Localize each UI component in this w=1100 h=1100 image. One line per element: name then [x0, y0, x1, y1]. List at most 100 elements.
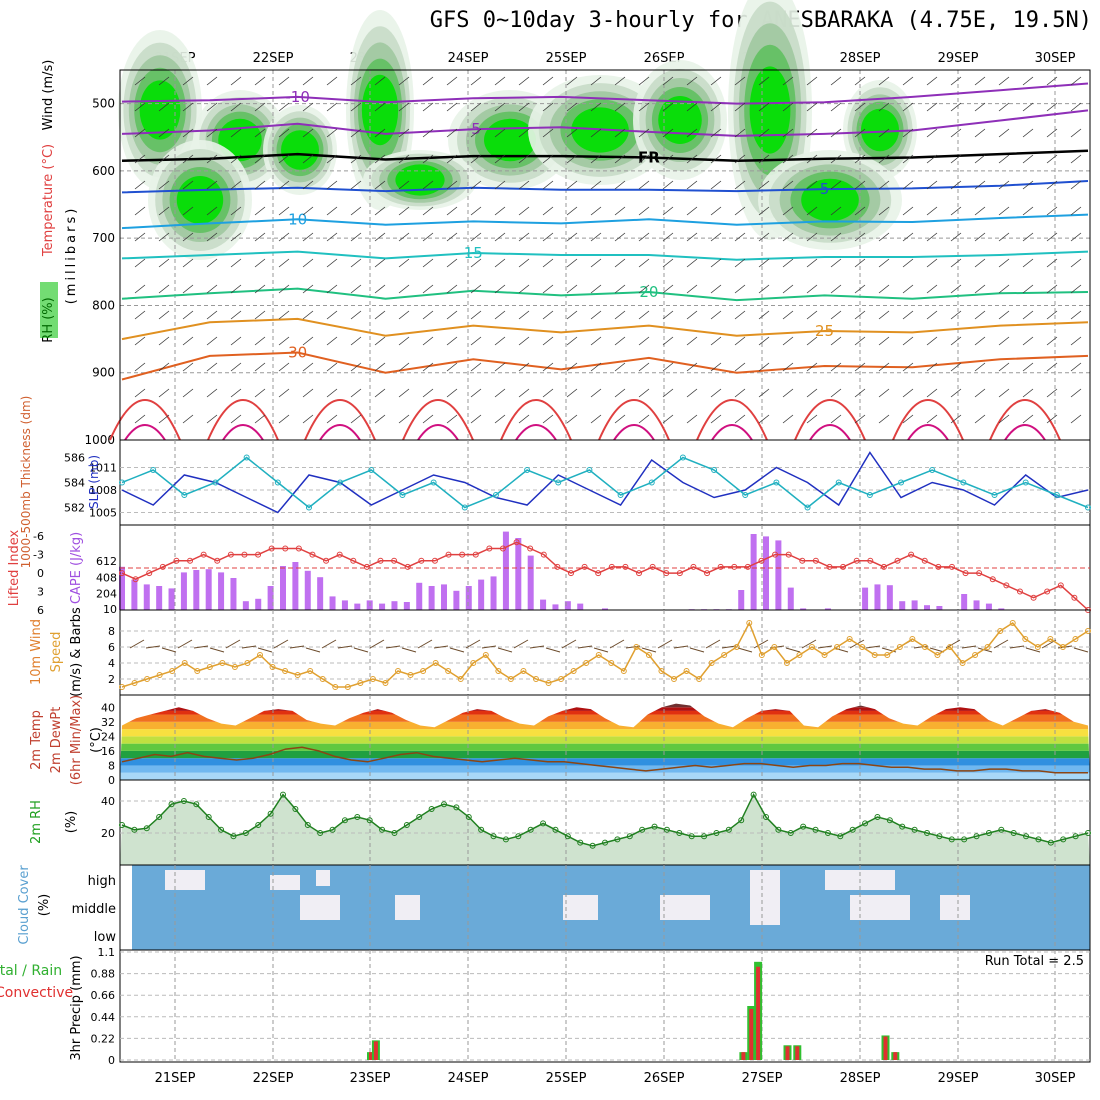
wind-barb: [734, 180, 746, 190]
wind-barb: [614, 388, 626, 398]
wind-barb: [782, 76, 794, 86]
wind-barb: [686, 76, 698, 86]
cape-bar: [255, 598, 262, 610]
wind-barb: [134, 180, 146, 190]
wind-barb: [662, 102, 674, 112]
wind-barb: [590, 206, 602, 216]
wind-barb: [278, 414, 290, 424]
wind-barb: [542, 180, 554, 190]
wind-barb: [662, 128, 674, 138]
rh-line-point: [911, 826, 918, 833]
wind-barb: [542, 362, 554, 372]
wind-barb: [494, 388, 506, 398]
wind-barb: [710, 284, 722, 294]
lifted-index-line-point: [731, 563, 738, 570]
axis-label-wind-2: Speed: [49, 632, 64, 673]
wind-speed-line-point: [683, 668, 690, 674]
wind-barb: [350, 128, 362, 138]
wind-barb: [254, 102, 266, 112]
rh-line-point: [787, 830, 794, 836]
wind-speed-line-point: [771, 644, 778, 650]
wind-barb: [326, 362, 338, 372]
wind-barb: [1022, 310, 1034, 320]
wind-barb: [638, 206, 650, 216]
y-tick-label: 8: [108, 625, 115, 638]
wind-barb: [710, 232, 722, 242]
wind-barb: [518, 310, 530, 320]
cloud-block: [395, 895, 420, 920]
wind-barb: [422, 388, 434, 398]
rh-line-point: [626, 833, 633, 840]
wind-speed-line-point: [119, 684, 125, 690]
wind-barb: [974, 284, 986, 294]
cape-bar: [416, 582, 423, 610]
wind-barb: [686, 388, 698, 398]
wind-barb: [926, 232, 938, 242]
wind-speed-line-point: [369, 676, 376, 682]
wind-speed-line-point: [595, 652, 602, 658]
wind-barb: [998, 128, 1010, 138]
wind-barb: [854, 102, 866, 112]
cape-bar: [156, 586, 163, 610]
wind-barb: [1022, 154, 1034, 164]
wind-barb: [182, 102, 194, 112]
y-tick-label: 1008: [89, 484, 117, 497]
diurnal-isotherm: [696, 399, 768, 441]
wind-barb: [206, 102, 218, 112]
wind-barb: [278, 232, 290, 242]
y-tick-label: 900: [92, 366, 115, 380]
rh-area: [120, 794, 1090, 865]
wind-barb: [350, 180, 362, 190]
thickness-line-point: [555, 479, 562, 486]
cape-bar: [936, 606, 943, 610]
wind-barb: [449, 647, 465, 653]
lifted-index-line-point: [418, 557, 425, 564]
wind-barb: [614, 362, 626, 372]
lifted-index-line-point: [976, 570, 983, 577]
wind-barb: [830, 206, 842, 216]
rh-line-point: [453, 804, 460, 811]
diurnal-isotherm: [109, 399, 181, 441]
lifted-index-line-point: [717, 563, 724, 570]
date-label-top: 22SEP: [253, 51, 294, 66]
wind-speed-line-point: [457, 676, 464, 682]
wind-barb: [686, 362, 698, 372]
isotherm-25: [121, 317, 1089, 341]
cape-bar: [354, 603, 361, 610]
wind-barb: [1022, 388, 1034, 398]
wind-speed-line-point: [570, 668, 577, 674]
cape-bar: [862, 587, 869, 610]
wind-barb: [446, 102, 458, 112]
wind-barb: [614, 284, 626, 294]
lifted-index-line-point: [1016, 588, 1023, 595]
lifted-index-line-point: [704, 570, 711, 577]
contour-label: -10: [285, 88, 310, 106]
wind-barb: [422, 336, 434, 346]
wind-barb: [609, 639, 625, 649]
wind-barb: [470, 388, 482, 398]
wind-barb: [758, 414, 770, 424]
y-tick-label: 500: [92, 97, 115, 111]
lifted-index-line-point: [336, 551, 343, 558]
temp-band: [120, 765, 1090, 773]
wind-barb: [950, 128, 962, 138]
wind-barb: [494, 76, 506, 86]
date-label-bottom: 21SEP: [155, 1071, 196, 1086]
wind-barb: [998, 76, 1010, 86]
wind-barb: [350, 284, 362, 294]
wind-barb: [998, 258, 1010, 268]
temp-band: [120, 772, 1090, 780]
rh-line-point: [614, 836, 621, 843]
wind-barb: [302, 76, 314, 86]
wind-barb: [734, 154, 746, 164]
thickness-line-point: [150, 467, 157, 473]
wind-barb: [302, 180, 314, 190]
rh-line-point: [218, 826, 225, 833]
wind-barb: [710, 128, 722, 138]
rh-line-point: [478, 826, 485, 833]
wind-barb: [326, 284, 338, 294]
lifted-index-line-point: [989, 576, 996, 583]
wind-barb: [542, 284, 554, 294]
wind-barb: [950, 258, 962, 268]
wind-barb: [854, 76, 866, 86]
